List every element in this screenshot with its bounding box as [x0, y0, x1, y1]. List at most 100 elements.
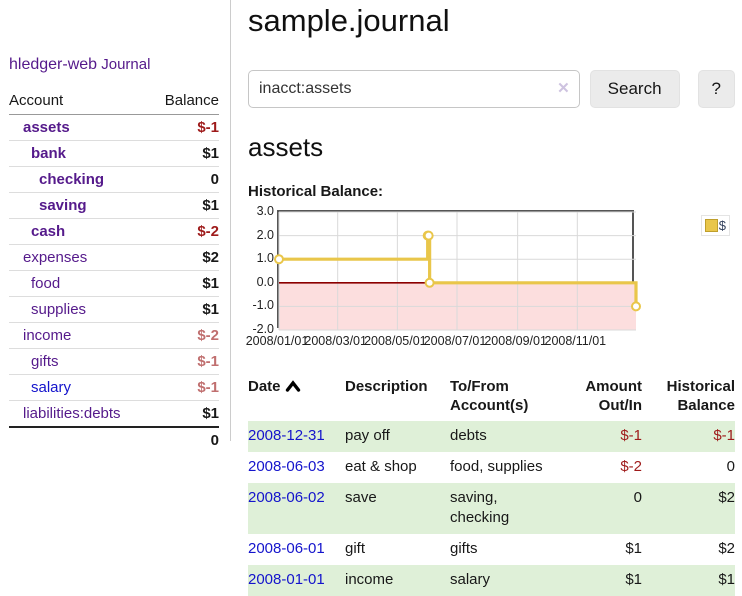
account-balance: 0: [150, 166, 219, 193]
transaction-amount: $1: [625, 540, 642, 557]
historical-balance-chart: 3.0 2.0 1.0 0.0 -1.0 -2.0 2008/01/01 2008/03/01…: [245, 204, 735, 352]
account-link[interactable]: checking: [39, 171, 105, 188]
transaction-balance: $-1: [642, 421, 735, 452]
account-balance: $-1: [197, 119, 219, 136]
accounts-total-row: 0: [9, 426, 219, 455]
account-balance: $1: [150, 270, 219, 297]
transaction-balance: $2: [718, 540, 735, 557]
register-row[interactable]: 2008-12-31 pay off debts $-1 $-1: [248, 421, 735, 452]
page-title: sample.journal: [248, 3, 450, 38]
account-link[interactable]: liabilities:debts: [23, 405, 121, 422]
legend-label: $: [718, 218, 726, 233]
account-row: salary $-1: [9, 374, 219, 401]
x-axis-tick-label: 2008/09/01: [484, 334, 547, 348]
account-balance: $2: [150, 244, 219, 271]
account-heading: assets: [248, 132, 324, 162]
y-axis-tick-label: -1.0: [252, 298, 274, 313]
sort-ascending-icon: [285, 378, 301, 397]
account-link[interactable]: gifts: [31, 353, 59, 370]
account-balance: $-1: [150, 348, 219, 375]
transaction-description: save: [345, 483, 450, 534]
transaction-amount: $-1: [560, 421, 642, 452]
account-row: checking 0: [9, 166, 219, 193]
search-button[interactable]: Search: [589, 70, 680, 108]
register-header-amount[interactable]: Amount Out/In: [585, 378, 642, 414]
x-axis-tick-label: 2008/03/01: [304, 334, 367, 348]
transaction-description: income: [345, 565, 450, 596]
transaction-balance: $2: [642, 483, 735, 534]
transaction-date-link[interactable]: 2008-06-03: [248, 458, 325, 475]
account-balance: $1: [150, 140, 219, 167]
account-link[interactable]: bank: [31, 145, 67, 162]
chart-legend: $: [700, 215, 730, 236]
account-row: income $-2: [9, 322, 219, 349]
help-button[interactable]: ?: [697, 70, 735, 108]
x-axis-tick-label: 2008/11/01: [544, 334, 607, 348]
transaction-amount: $-2: [620, 458, 642, 475]
register-row[interactable]: 2008-06-01 gift gifts $1 $2: [248, 534, 735, 565]
x-axis-tick-label: 2008/07/01: [423, 334, 487, 348]
transaction-accounts: salary: [450, 565, 560, 596]
transaction-amount: $1: [560, 565, 642, 596]
account-row: bank $1: [9, 140, 219, 167]
account-balance: $-2: [150, 322, 219, 349]
sidebar: hledger-web Journal Account Balance asse…: [0, 0, 231, 455]
account-link[interactable]: saving: [39, 197, 87, 214]
app-brand-link[interactable]: hledger-web: [9, 56, 98, 73]
register-table: Date Description To/From Account(s) Amou…: [248, 373, 735, 596]
transaction-accounts: debts: [450, 421, 560, 452]
account-row: expenses $2: [9, 244, 219, 271]
register-header-description[interactable]: Description: [345, 378, 428, 395]
transaction-description: pay off: [345, 421, 450, 452]
account-balance: $1: [150, 400, 219, 427]
register-row[interactable]: 2008-06-03 eat & shop food, supplies $-2 0: [248, 452, 735, 483]
x-axis-tick-label: 2008/05/01: [364, 334, 427, 348]
main-content: sample.journal ✕ Search ? assets Histori…: [245, 0, 735, 596]
account-balance: $-2: [150, 218, 219, 245]
account-row: assets $-1: [9, 115, 219, 141]
search-input[interactable]: [248, 70, 580, 108]
account-balance: $1: [150, 192, 219, 219]
account-row: saving $1: [9, 192, 219, 219]
register-header-balance[interactable]: Historical Balance: [666, 378, 735, 414]
transaction-date-link[interactable]: 2008-06-01: [248, 540, 325, 557]
account-link[interactable]: expenses: [23, 249, 88, 266]
account-link[interactable]: supplies: [31, 301, 87, 318]
y-axis-tick-label: 1.0: [256, 251, 274, 266]
account-link[interactable]: salary: [31, 379, 72, 396]
search-bar: ✕ Search ?: [248, 70, 735, 108]
chart-svg: [274, 211, 641, 331]
accounts-total-value: 0: [150, 426, 219, 455]
transaction-date-link[interactable]: 2008-12-31: [248, 427, 325, 444]
register-row[interactable]: 2008-06-02 save saving, checking 0 $2: [248, 483, 735, 534]
account-row: gifts $-1: [9, 348, 219, 375]
transaction-balance: $1: [642, 565, 735, 596]
account-link[interactable]: food: [31, 275, 61, 292]
accounts-header-balance: Balance: [150, 89, 219, 115]
account-balance: $-1: [150, 374, 219, 401]
transaction-description: eat & shop: [345, 458, 417, 475]
transaction-date-link[interactable]: 2008-01-01: [248, 571, 325, 588]
transaction-accounts: food, supplies: [450, 458, 543, 475]
y-axis-tick-label: -2.0: [252, 322, 274, 336]
account-link[interactable]: income: [23, 327, 72, 344]
account-link[interactable]: cash: [31, 223, 66, 240]
legend-swatch-icon: [704, 219, 718, 232]
transaction-amount: 0: [560, 483, 642, 534]
register-header-accounts[interactable]: To/From Account(s): [450, 378, 529, 414]
y-axis-tick-label: 3.0: [256, 204, 274, 218]
sidebar-item-journal[interactable]: Journal: [101, 56, 151, 73]
y-axis-tick-label: 0.0: [256, 274, 274, 289]
clear-search-icon[interactable]: ✕: [557, 80, 570, 97]
account-balance: $1: [150, 296, 219, 323]
account-row: liabilities:debts $1: [9, 400, 219, 427]
chart-title: Historical Balance:: [248, 183, 384, 200]
transaction-date-link[interactable]: 2008-06-02: [248, 489, 325, 506]
account-row: cash $-2: [9, 218, 219, 245]
transaction-accounts: gifts: [450, 540, 478, 557]
account-link[interactable]: assets: [23, 119, 70, 136]
x-axis-tick-label: 2008/01/01: [245, 334, 309, 348]
accounts-table: Account Balance assets $-1 bank $1 checking 0…: [9, 89, 219, 455]
register-header-date[interactable]: Date: [248, 373, 345, 421]
register-row[interactable]: 2008-01-01 income salary $1 $1: [248, 565, 735, 596]
